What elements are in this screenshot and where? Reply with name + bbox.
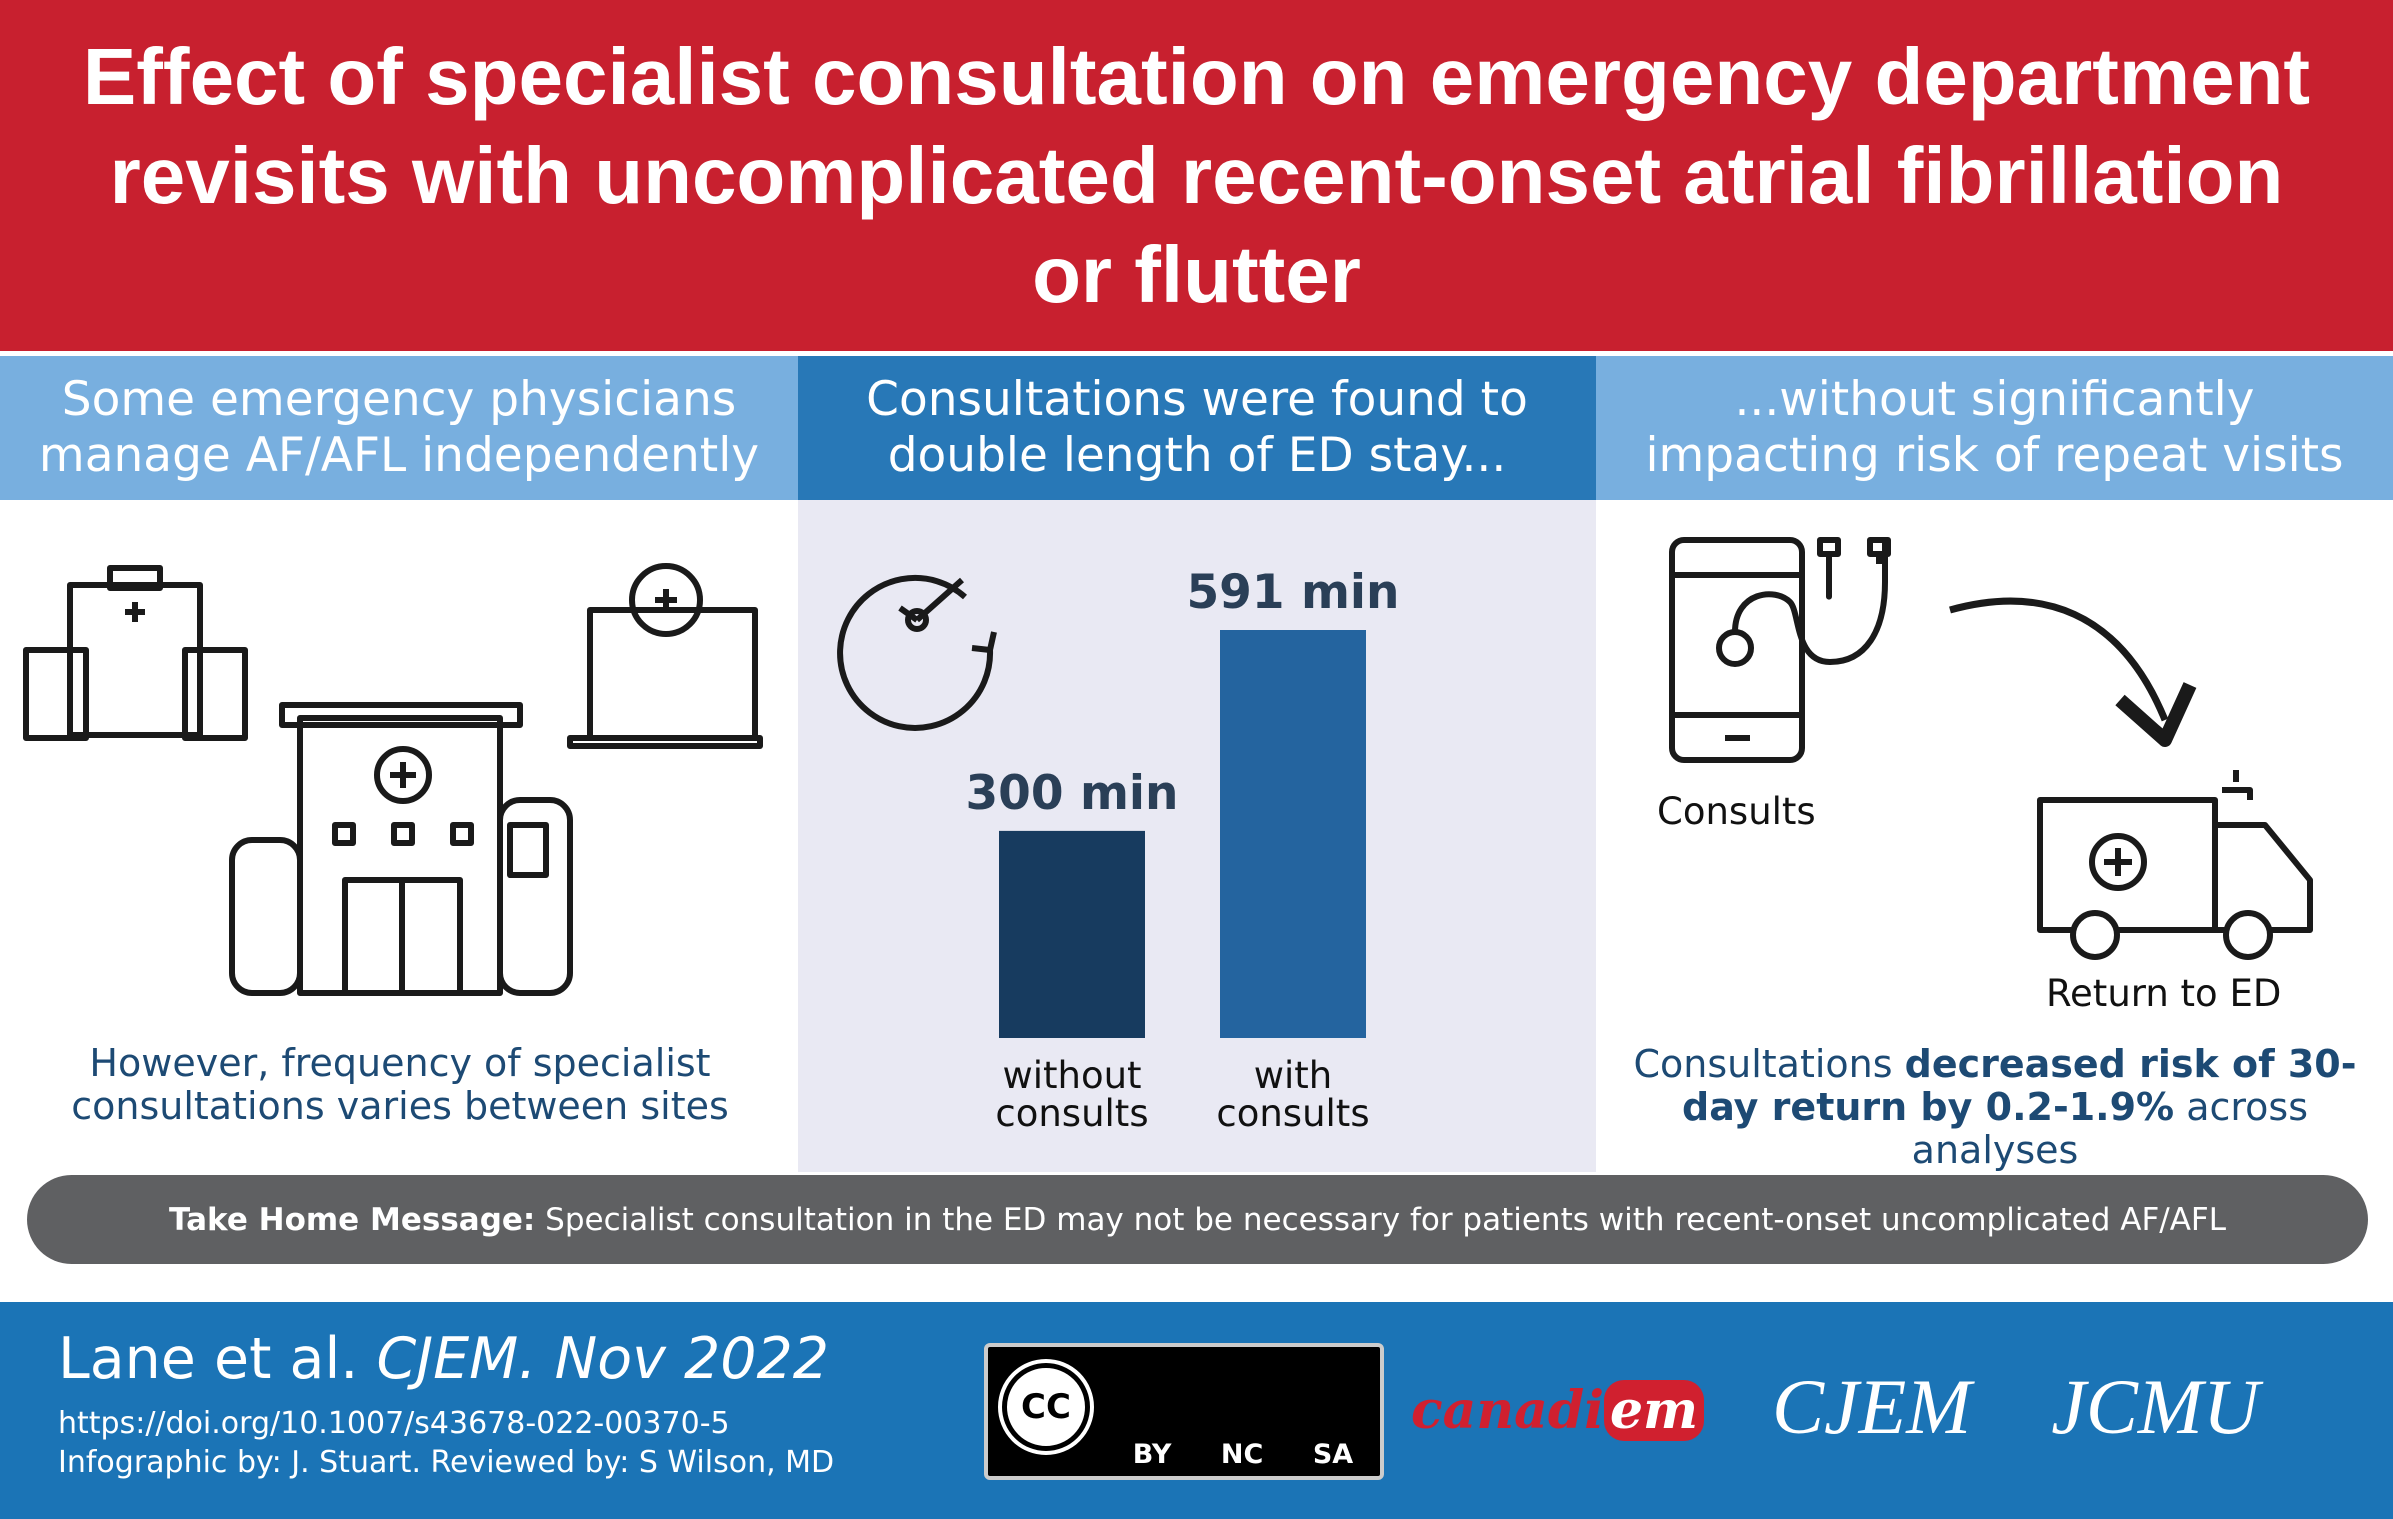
- take-home-text: Specialist consultation in the ED may no…: [535, 1201, 2227, 1238]
- hospital-icon: [23, 563, 763, 996]
- icon-label: Consults: [1657, 790, 1816, 833]
- column-heading: ...without significantly impacting risk …: [1596, 356, 2393, 500]
- icon-label: Return to ED: [2046, 972, 2282, 1015]
- license-term: BY: [1132, 1439, 1172, 1470]
- chart-panel: [798, 500, 1596, 1172]
- brand-part: JCMU: [2051, 1363, 2260, 1450]
- take-home: Take Home Message: Specialist consultati…: [27, 1175, 2368, 1264]
- footnote-part: Consultations: [1633, 1042, 1905, 1086]
- value-label: 300 min: [965, 766, 1178, 821]
- consult-icon: [1669, 537, 2197, 763]
- column-heading: Consultations were found to double lengt…: [798, 356, 1596, 500]
- authors: Lane et al.: [58, 1326, 377, 1392]
- canadiem-logo: canadi em: [1411, 1380, 1705, 1441]
- clock-icon: [837, 575, 997, 731]
- ambulance-icon: [2037, 770, 2313, 960]
- license-term: NC: [1220, 1439, 1264, 1470]
- doi: https://doi.org/10.1007/s43678-022-00370…: [58, 1406, 730, 1441]
- title: Effect of specialist consultation on eme…: [82, 32, 2311, 319]
- footnote-part: across analyses: [1911, 1085, 2308, 1172]
- bar: [999, 830, 1145, 1038]
- value-label: 591 min: [1186, 565, 1399, 620]
- bar: [1220, 630, 1366, 1038]
- license-term: SA: [1312, 1439, 1354, 1470]
- footer: Lane et al. CJEM. Nov 2022 https://doi.o…: [0, 1302, 2393, 1519]
- header: Effect of specialist consultation on eme…: [0, 0, 2393, 351]
- brand-part: CJEM: [1772, 1363, 1972, 1450]
- footnote: However, frequency of specialist consult…: [71, 1041, 729, 1128]
- license-logo: cc: [998, 1359, 1094, 1455]
- brand-part: em: [1603, 1380, 1705, 1441]
- footnote: Consultations decreased risk of 30-day r…: [1610, 1043, 2380, 1172]
- brand-part: canadi: [1411, 1380, 1604, 1441]
- license-badge: cc BY NC SA: [984, 1343, 1384, 1480]
- license-terms: BY NC SA: [1108, 1439, 1378, 1470]
- heading-text: Some emergency physicians manage AF/AFL …: [38, 372, 760, 483]
- journal-logo: CJEM JCMU: [1772, 1362, 2259, 1452]
- column-heading: Some emergency physicians manage AF/AFL …: [0, 356, 798, 500]
- citation: Lane et al. CJEM. Nov 2022: [58, 1326, 829, 1392]
- journal: CJEM. Nov 2022: [376, 1326, 830, 1392]
- category-label: without consults: [995, 1054, 1148, 1135]
- footnote-highlight: decreased risk of 30-day return by 0.2-1…: [1682, 1042, 2357, 1129]
- credits: Infographic by: J. Stuart. Reviewed by: …: [58, 1445, 835, 1480]
- heading-text: Consultations were found to double lengt…: [866, 372, 1528, 483]
- take-home-label: Take Home Message:: [168, 1201, 536, 1238]
- heading-text: ...without significantly impacting risk …: [1645, 372, 2344, 483]
- category-label: with consults: [1216, 1054, 1369, 1135]
